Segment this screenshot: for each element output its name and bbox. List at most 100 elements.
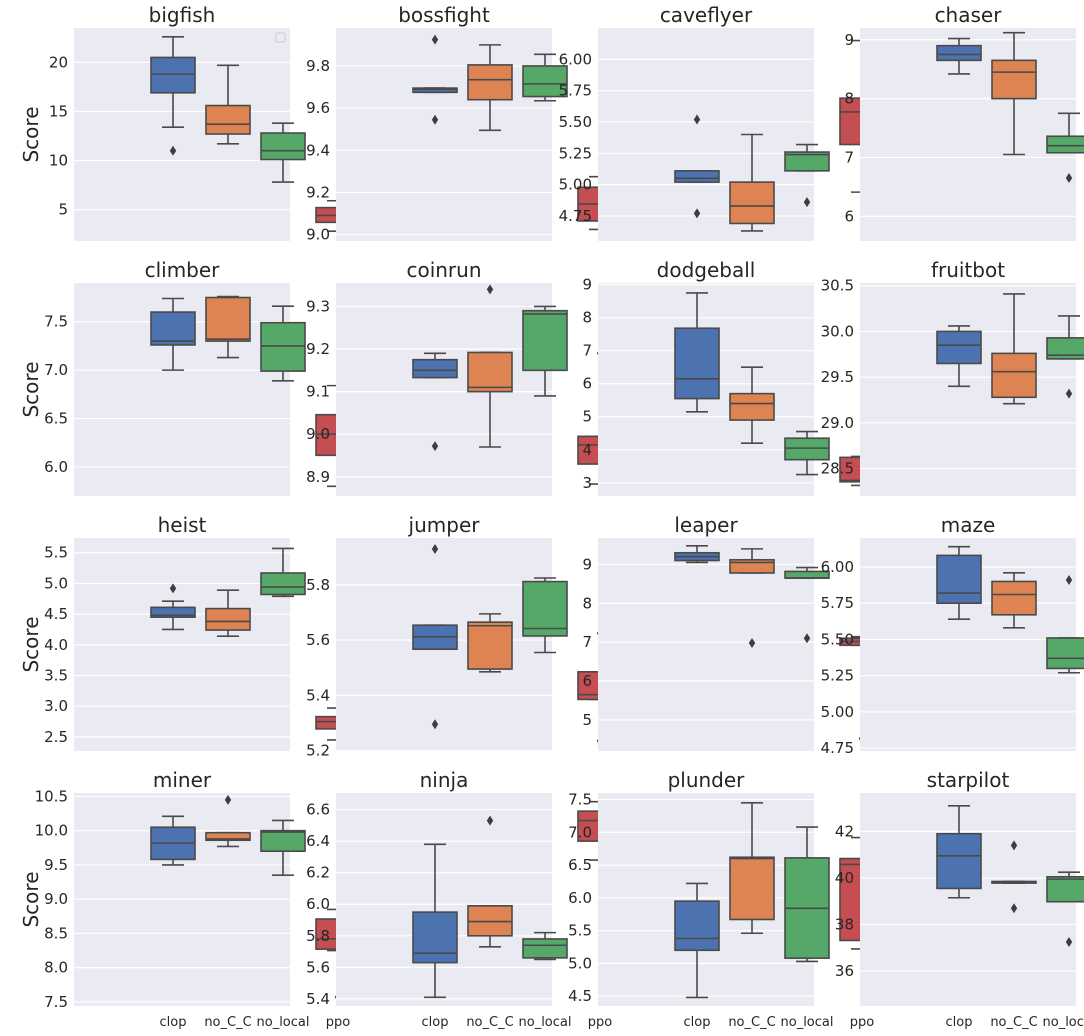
y-tick-label: 9.0: [306, 425, 330, 443]
y-tick-label: 5.4: [306, 990, 330, 1008]
box-clop: [412, 544, 458, 730]
outlier-point: [431, 544, 439, 555]
legend-box: [275, 32, 286, 43]
y-tick-label: 5.4: [306, 686, 330, 704]
plot-background: [860, 283, 1076, 496]
y-tick-label: 4.75: [821, 739, 854, 757]
outlier-point: [1065, 173, 1073, 184]
outlier-point: [748, 637, 756, 648]
box-clop: [674, 544, 720, 564]
y-axis-label: Score: [19, 871, 43, 927]
panel-title: caveflyer: [660, 3, 753, 27]
panel-caveflyer: 4.75 5.00 5.25 5.50 5.75 6.00 caveflyer: [559, 3, 885, 241]
y-tick-label: 6.0: [44, 458, 68, 476]
outlier-point: [1065, 388, 1073, 399]
y-tick-label: 6.6: [306, 801, 330, 819]
iqr-box: [729, 181, 775, 225]
outlier-point: [1010, 903, 1018, 914]
y-tick-label: 6.5: [44, 410, 68, 428]
box-no_C_C: [467, 44, 513, 132]
x-tick-label: no_C_C: [466, 1015, 513, 1030]
box-no_local: [522, 305, 568, 397]
y-tick-label: 3.5: [44, 666, 68, 684]
box-no_C_C: [205, 794, 251, 848]
iqr-box: [784, 437, 830, 461]
outlier-point: [1065, 575, 1073, 586]
y-tick-label: 5.0: [44, 574, 68, 592]
box-clop: [150, 36, 196, 156]
panel-ninja: 5.4 5.6 5.8 6.0 6.2 6.4 6.6 ninja clop no_C_C no_l…: [306, 768, 623, 1030]
y-tick-label: 5.8: [306, 576, 330, 594]
y-tick-label: 42: [835, 822, 854, 840]
y-tick-label: 9.3: [306, 297, 330, 315]
iqr-box: [522, 65, 568, 98]
box-no_local: [784, 143, 830, 208]
outlier-point: [431, 719, 439, 730]
x-tick-label: no_local: [1043, 1015, 1084, 1030]
box-no_local: [784, 826, 830, 963]
y-tick-label: 6.00: [821, 558, 854, 576]
y-tick-label: 8: [582, 594, 592, 612]
box-no_C_C: [467, 815, 513, 948]
panel-title: plunder: [668, 768, 746, 792]
box-clop: [412, 843, 458, 999]
panel-dodgeball: 3 4 5 6 7 8 9 dodgeball: [582, 258, 885, 496]
outlier-point: [431, 441, 439, 452]
iqr-box: [467, 64, 513, 101]
y-tick-label: 6: [844, 207, 854, 225]
panel-title: dodgeball: [657, 258, 756, 282]
y-tick-label: 6.0: [306, 895, 330, 913]
y-tick-label: 7: [844, 148, 854, 166]
y-tick-label: 9.4: [306, 141, 330, 159]
iqr-box: [674, 170, 720, 183]
iqr-box: [522, 580, 568, 637]
box-no_C_C: [991, 840, 1037, 914]
x-tick-label: no_C_C: [990, 1015, 1037, 1030]
y-tick-label: 6.5: [568, 856, 592, 874]
box-clop: [674, 882, 720, 999]
iqr-box: [1046, 135, 1084, 154]
y-tick-label: 5.0: [568, 954, 592, 972]
y-tick-label: 5.50: [559, 113, 592, 131]
box-no_C_C: [729, 548, 775, 648]
y-axis-label: Score: [19, 106, 43, 162]
y-tick-label: 7: [582, 342, 592, 360]
y-tick-label: 30.5: [821, 277, 854, 295]
y-tick-label: 4.75: [559, 207, 592, 225]
outlier-point: [693, 114, 701, 125]
y-tick-label: 5: [582, 711, 592, 729]
y-tick-label: 6.00: [559, 50, 592, 68]
panel-title: miner: [153, 768, 212, 792]
iqr-box: [412, 911, 458, 964]
outlier-point: [1010, 840, 1018, 851]
plot-background: [860, 28, 1076, 241]
x-tick-label: clop: [422, 1015, 449, 1030]
y-tick-label: 6.4: [306, 832, 330, 850]
plot-background: [336, 28, 552, 241]
panel-title: fruitbot: [931, 258, 1005, 282]
box-clop: [150, 297, 196, 371]
box-no_C_C: [729, 366, 775, 444]
y-tick-label: 9.6: [306, 99, 330, 117]
y-tick-label: 4: [582, 441, 592, 459]
panel-title: bigfish: [149, 3, 216, 27]
iqr-box: [205, 831, 251, 842]
iqr-box: [522, 309, 568, 372]
outlier-point: [486, 815, 494, 826]
panel-title: starpilot: [927, 768, 1010, 792]
y-tick-label: 5.6: [306, 958, 330, 976]
box-clop: [674, 292, 720, 413]
iqr-box: [936, 554, 982, 605]
y-tick-label: 10.0: [35, 822, 68, 840]
y-tick-label: 9.2: [306, 340, 330, 358]
x-tick-label: no_local: [781, 1015, 834, 1030]
outlier-point: [803, 633, 811, 644]
iqr-box: [205, 296, 251, 342]
iqr-box: [674, 327, 720, 400]
iqr-box: [412, 358, 458, 379]
y-tick-label: 6: [582, 672, 592, 690]
y-tick-label: 9: [582, 555, 592, 573]
box-no_C_C: [991, 31, 1037, 156]
panel-climber: 6.0 6.5 7.0 7.5 climber Score: [19, 258, 361, 496]
y-tick-label: 29.5: [821, 368, 854, 386]
